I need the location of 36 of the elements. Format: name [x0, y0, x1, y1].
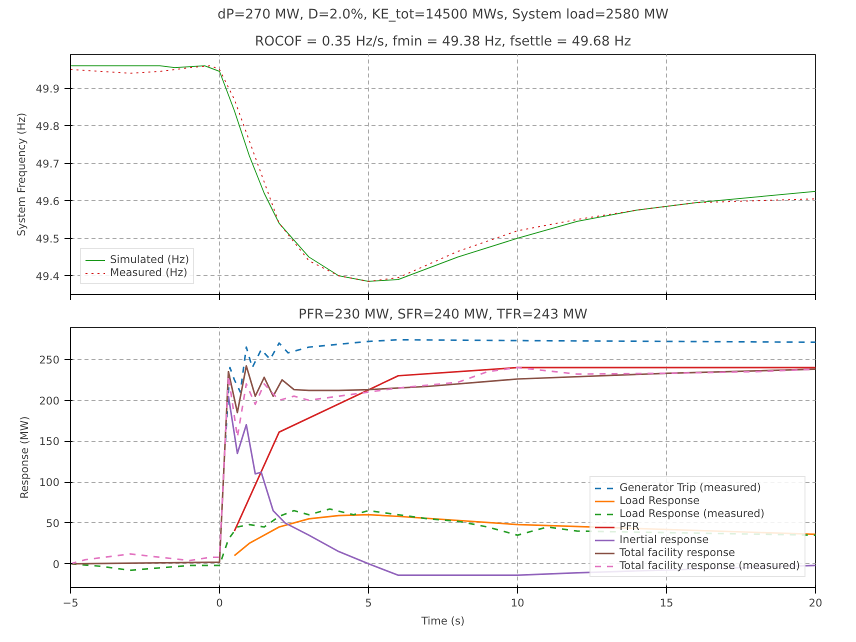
y-axis-title: System Frequency (Hz): [14, 112, 28, 236]
y-tick-label: 150: [39, 435, 60, 448]
legend-label: Load Response: [619, 494, 700, 507]
line-series: [234, 366, 816, 532]
x-tick-label: −5: [62, 596, 78, 610]
line-series: [224, 338, 816, 442]
y-tick-label: 49.6: [36, 194, 60, 208]
y-tick-label: 49.4: [36, 270, 60, 283]
legend-label: Inertial response: [619, 533, 709, 546]
y-tick-label: 0: [52, 558, 60, 571]
legend-label: Simulated (Hz): [110, 253, 190, 266]
legend-label: Measured (Hz): [110, 266, 188, 279]
y-tick-label: 100: [39, 476, 60, 490]
x-tick-label: 10: [510, 596, 524, 610]
legend-label: Total facility response: [619, 546, 736, 559]
y-tick-label: 49.5: [36, 232, 60, 246]
y-tick-label: 49.9: [36, 82, 60, 96]
y-axis-title: Response (MW): [18, 416, 32, 499]
legend-label: Generator Trip (measured): [619, 481, 761, 494]
x-tick-label: 5: [365, 596, 372, 610]
chart-subtitle: ROCOF = 0.35 Hz/s, fmin = 49.38 Hz, fsettle = 49.68 Hz: [254, 34, 632, 50]
y-tick-label: 50: [46, 516, 60, 530]
legend-label: PFR: [619, 520, 640, 533]
y-tick-label: 49.7: [36, 157, 60, 170]
legend-label: Load Response (measured): [619, 507, 765, 520]
legend-label: Total facility response (measured): [619, 559, 800, 572]
x-tick-label: 20: [808, 596, 822, 610]
chart-title: PFR=230 MW, SFR=240 MW, TFR=243 MW: [298, 308, 588, 322]
x-tick-label: 15: [660, 596, 674, 610]
chart-title: dP=270 MW, D=2.0%, KE_tot=14500 MWs, System load=2580 MW: [217, 8, 669, 22]
y-tick-label: 250: [39, 353, 60, 366]
x-tick-label: 0: [216, 596, 224, 610]
y-tick-label: 200: [39, 394, 60, 408]
line-series: [70, 65, 816, 282]
x-axis-title: Time (s): [420, 614, 465, 628]
y-tick-label: 49.8: [36, 120, 60, 133]
